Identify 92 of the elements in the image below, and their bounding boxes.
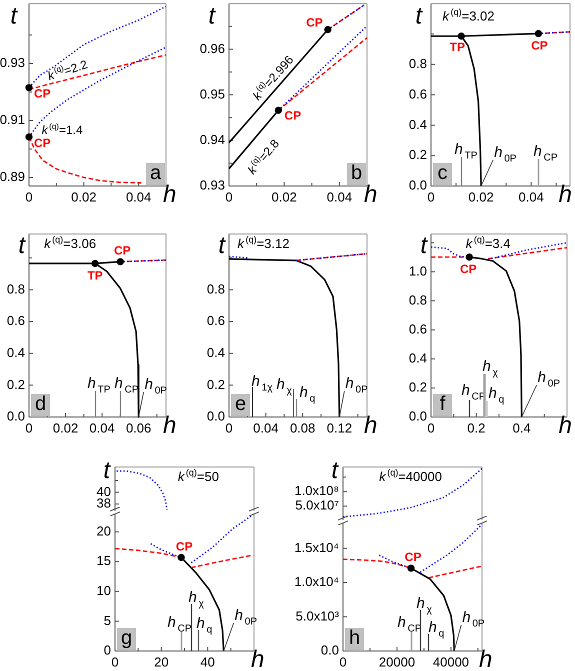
- y-axis-title: t: [420, 232, 428, 259]
- text: c: [433, 162, 452, 185]
- text: a: [150, 162, 162, 184]
- annotation: TP: [87, 268, 103, 282]
- x-tick-label: 0.04: [126, 189, 152, 204]
- x-axis-title: h: [364, 181, 378, 208]
- x-axis-title: h: [163, 181, 176, 208]
- y-axis-title: t: [208, 2, 216, 30]
- y-tick-label: 5.0x10³: [296, 608, 340, 624]
- annotation: CP: [404, 550, 422, 564]
- y-tick-label: 15: [96, 553, 111, 568]
- annotation: TP: [450, 40, 465, 54]
- x-tick-label: 0.12: [326, 420, 352, 436]
- x-tick-label: 0.04: [326, 189, 352, 204]
- y-tick-label: 1.0: [408, 263, 427, 278]
- x-axis-title: h: [479, 646, 492, 671]
- y-tick-label: 0.0: [6, 408, 25, 424]
- annotation: CP: [176, 539, 193, 554]
- text: b: [350, 162, 362, 184]
- y-tick-label: 1.0x10⁴: [294, 574, 339, 590]
- annotation: CP: [306, 16, 323, 30]
- y-tick-label: 0.94: [200, 132, 225, 147]
- y-tick-label: 0.0: [408, 178, 427, 193]
- text: e: [231, 393, 250, 416]
- y-tick-label: 0.0: [320, 642, 339, 658]
- x-tick-label: 0.4: [512, 420, 531, 436]
- y-axis-title: t: [10, 2, 18, 30]
- annotation: k(q)=2.2: [46, 57, 90, 84]
- x-tick-label: 0.2: [467, 420, 486, 436]
- y-tick-label: 0.2: [6, 376, 25, 392]
- y-tick-label: 0.93: [0, 55, 25, 70]
- x-axis-title: h: [163, 412, 176, 439]
- y-tick-label: 0.8: [6, 281, 25, 296]
- y-tick-label: 0.4: [408, 116, 427, 132]
- y-tick-label: 5: [104, 612, 111, 628]
- y-axis-title: t: [331, 457, 340, 484]
- x-tick-label: 0.04: [518, 189, 544, 204]
- x-tick-label: 0.04: [89, 420, 115, 436]
- x-tick-label: 0.02: [272, 189, 297, 204]
- y-tick-label: 0.95: [200, 86, 225, 102]
- y-tick-label: 0: [104, 642, 111, 658]
- y-tick-label: 0.96: [200, 40, 225, 56]
- annotation: CP: [34, 86, 51, 101]
- annotation: CP: [531, 38, 548, 53]
- x-tick-label: 0.02: [71, 189, 96, 204]
- y-tick-label: 0.8: [408, 56, 427, 71]
- x-tick-label: 0.06: [126, 420, 152, 436]
- y-tick-label: 0.91: [0, 112, 25, 128]
- y-axis-title: t: [103, 457, 112, 484]
- x-tick-label: 0.08: [290, 420, 316, 436]
- y-tick-label: 0.8: [206, 281, 225, 296]
- y-tick-label: 0.0: [206, 408, 225, 424]
- x-tick-label: 40000: [432, 654, 470, 670]
- y-tick-label: 0.2: [408, 380, 427, 395]
- x-tick-label: 0.04: [253, 420, 278, 436]
- y-tick-label: 0.8: [408, 292, 427, 308]
- y-tick-label: 0.89: [0, 169, 25, 184]
- y-tick-label: 0.4: [6, 344, 25, 360]
- y-tick-label: 0.2: [408, 147, 427, 162]
- y-tick-label: 10: [96, 583, 111, 598]
- y-tick-label: 0.6: [206, 313, 225, 328]
- y-tick-label: 0.4: [206, 344, 225, 360]
- y-tick-label: 1.5x10⁴: [294, 540, 339, 555]
- text: g: [117, 627, 136, 650]
- annotation: CP: [114, 244, 131, 258]
- y-tick-label: 0.6: [6, 313, 25, 328]
- y-tick-label: 1.0x10⁸: [294, 483, 339, 498]
- x-axis-title: h: [558, 412, 572, 439]
- y-axis-title: t: [415, 2, 424, 30]
- text: d: [31, 393, 50, 416]
- annotation: CP: [284, 108, 302, 122]
- text: f: [433, 393, 452, 416]
- y-tick-label: 0.6: [408, 86, 427, 102]
- y-tick-label: 0.4: [408, 350, 427, 366]
- x-axis-title: h: [364, 412, 378, 439]
- text: h: [345, 627, 364, 650]
- x-tick-label: 0.02: [468, 189, 494, 204]
- annotation: CP: [460, 262, 477, 276]
- x-tick-label: 20: [154, 654, 169, 670]
- y-tick-label: 0.93: [200, 178, 225, 193]
- y-tick-label: 0.0: [408, 408, 427, 424]
- x-tick-label: 0.02: [52, 420, 78, 436]
- x-axis-title: h: [251, 646, 264, 671]
- y-tick-label: 5.0x10⁷: [295, 498, 340, 513]
- x-axis-title: h: [558, 181, 572, 208]
- y-axis-title: t: [218, 232, 226, 259]
- y-tick-label: 0.2: [206, 376, 225, 392]
- annotation: CP: [34, 136, 51, 150]
- y-tick-label: 20: [96, 523, 111, 538]
- y-axis-title: t: [18, 232, 26, 259]
- y-tick-label: 0.6: [408, 321, 427, 336]
- x-tick-label: 20000: [378, 654, 416, 670]
